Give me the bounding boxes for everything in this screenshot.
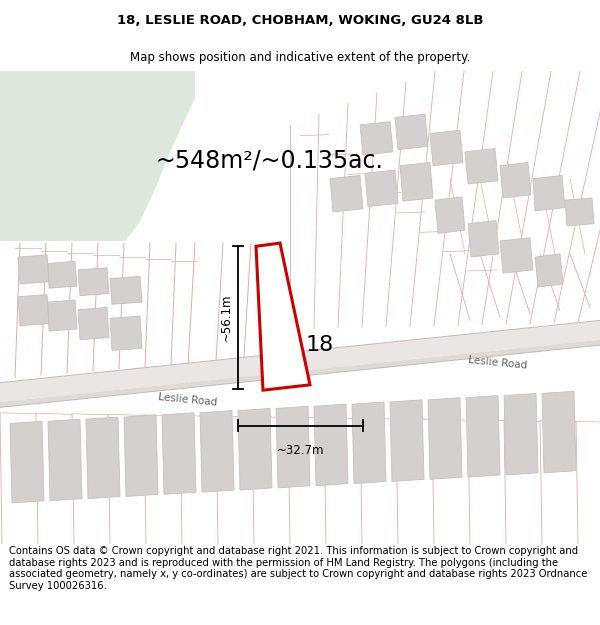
Polygon shape [535,254,563,287]
Polygon shape [465,149,498,184]
Polygon shape [78,268,109,296]
Polygon shape [352,402,386,484]
Polygon shape [365,170,398,206]
Polygon shape [200,411,234,492]
Polygon shape [48,419,82,501]
Polygon shape [110,316,142,351]
Text: 18, LESLIE ROAD, CHOBHAM, WOKING, GU24 8LB: 18, LESLIE ROAD, CHOBHAM, WOKING, GU24 8… [117,14,483,28]
Text: Map shows position and indicative extent of the property.: Map shows position and indicative extent… [130,51,470,64]
Polygon shape [0,71,195,241]
Polygon shape [504,393,538,475]
Polygon shape [124,415,158,496]
Text: 18: 18 [306,335,334,355]
Polygon shape [0,340,600,408]
Polygon shape [428,398,462,479]
Text: Contains OS data © Crown copyright and database right 2021. This information is : Contains OS data © Crown copyright and d… [9,546,587,591]
Polygon shape [435,197,465,233]
Polygon shape [48,300,77,331]
Polygon shape [0,321,600,402]
Polygon shape [86,417,120,499]
Polygon shape [314,404,348,486]
Text: ~32.7m: ~32.7m [277,444,324,457]
Polygon shape [466,396,500,477]
Polygon shape [78,308,109,340]
Polygon shape [395,114,428,149]
Polygon shape [500,238,533,273]
Text: Leslie Road: Leslie Road [468,356,528,371]
Polygon shape [542,391,576,473]
Polygon shape [360,122,393,155]
Polygon shape [430,130,463,166]
Polygon shape [276,406,310,488]
Polygon shape [18,294,49,326]
Polygon shape [500,162,531,198]
Polygon shape [18,255,49,284]
Polygon shape [256,243,310,390]
Polygon shape [390,400,424,481]
Polygon shape [162,412,196,494]
Text: ~548m²/~0.135ac.: ~548m²/~0.135ac. [155,149,383,173]
Polygon shape [10,421,44,503]
Text: Leslie Road: Leslie Road [158,392,218,408]
Polygon shape [565,198,594,226]
Polygon shape [110,276,142,304]
Polygon shape [533,176,565,211]
Polygon shape [48,261,77,288]
Polygon shape [330,176,363,212]
Polygon shape [400,162,433,201]
Polygon shape [468,221,499,257]
Polygon shape [238,409,272,490]
Text: ~56.1m: ~56.1m [220,294,233,341]
